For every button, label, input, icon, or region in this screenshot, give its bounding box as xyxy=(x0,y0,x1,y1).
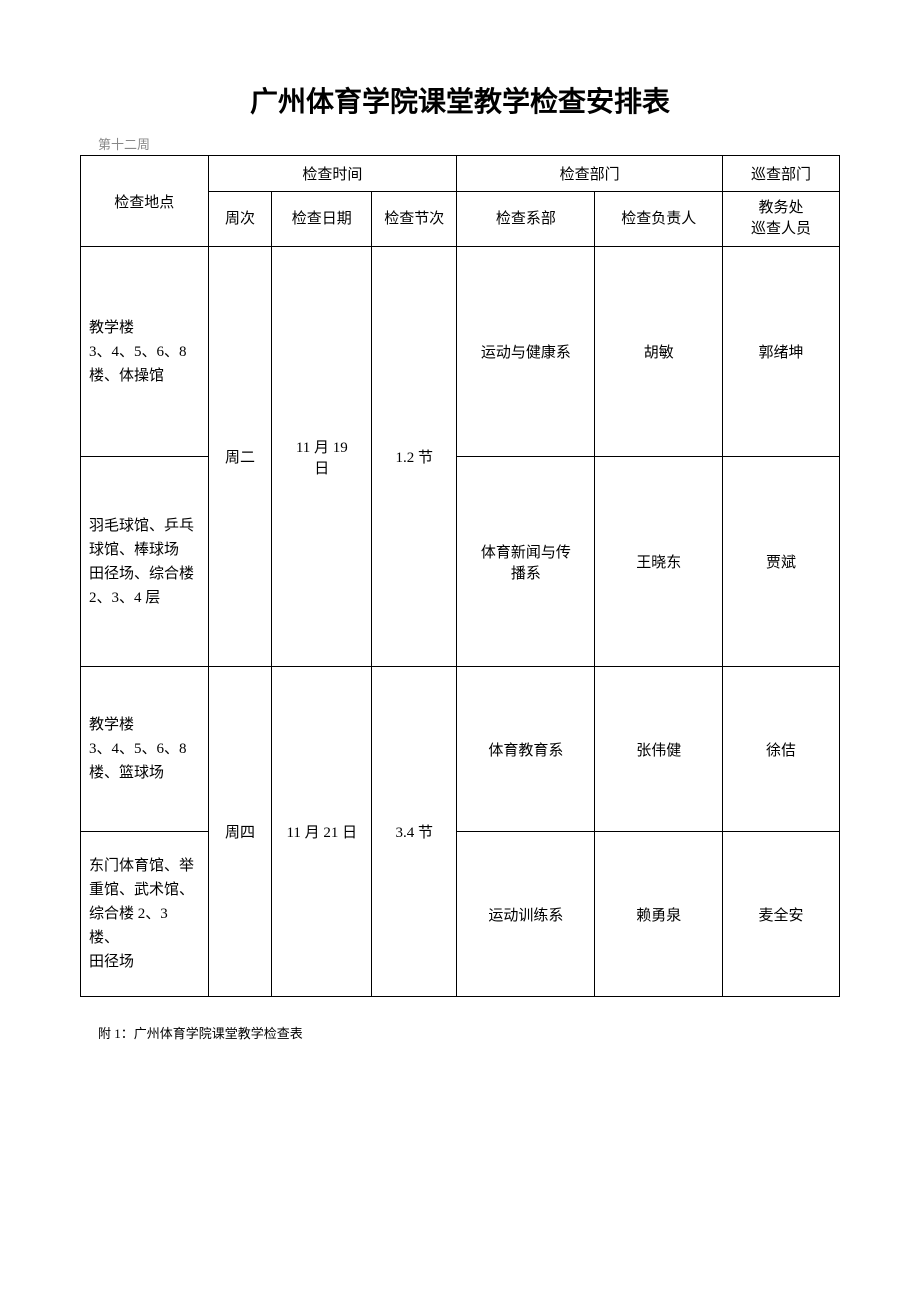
date-cell: 11 月 19 日 xyxy=(272,247,372,667)
period-cell: 1.2 节 xyxy=(372,247,457,667)
location-cell: 教学楼 3、4、5、6、8 楼、篮球场 xyxy=(81,667,209,832)
footnote: 附 1：广州体育学院课堂教学检查表 xyxy=(98,1023,840,1042)
header-patrol-person: 教务处 巡查人员 xyxy=(723,192,840,247)
dept-cell: 运动训练系 xyxy=(457,832,595,997)
header-week: 周次 xyxy=(208,192,272,247)
header-dept: 检查系部 xyxy=(457,192,595,247)
header-location: 检查地点 xyxy=(81,156,209,247)
schedule-table: 检查地点 检查时间 检查部门 巡查部门 周次 检查日期 检查节次 检查系部 检查… xyxy=(80,155,840,997)
person-cell: 王晓东 xyxy=(595,457,723,667)
week-subtitle: 第十二周 xyxy=(98,134,840,153)
header-time-group: 检查时间 xyxy=(208,156,457,192)
person-cell: 胡敏 xyxy=(595,247,723,457)
dept-cell: 体育新闻与传 播系 xyxy=(457,457,595,667)
patrol-cell: 麦全安 xyxy=(723,832,840,997)
location-cell: 教学楼 3、4、5、6、8 楼、体操馆 xyxy=(81,247,209,457)
header-period: 检查节次 xyxy=(372,192,457,247)
dept-cell: 体育教育系 xyxy=(457,667,595,832)
header-person: 检查负责人 xyxy=(595,192,723,247)
header-date: 检查日期 xyxy=(272,192,372,247)
dept-cell: 运动与健康系 xyxy=(457,247,595,457)
week-cell: 周二 xyxy=(208,247,272,667)
period-cell: 3.4 节 xyxy=(372,667,457,997)
header-patrol-group: 巡查部门 xyxy=(723,156,840,192)
date-cell: 11 月 21 日 xyxy=(272,667,372,997)
patrol-cell: 贾斌 xyxy=(723,457,840,667)
patrol-cell: 徐佶 xyxy=(723,667,840,832)
header-dept-group: 检查部门 xyxy=(457,156,723,192)
person-cell: 赖勇泉 xyxy=(595,832,723,997)
page-title: 广州体育学院课堂教学检查安排表 xyxy=(80,80,840,120)
week-cell: 周四 xyxy=(208,667,272,997)
location-cell: 羽毛球馆、乒乓 球馆、棒球场 田径场、综合楼 2、3、4 层 xyxy=(81,457,209,667)
person-cell: 张伟健 xyxy=(595,667,723,832)
patrol-cell: 郭绪坤 xyxy=(723,247,840,457)
location-cell: 东门体育馆、举 重馆、武术馆、 综合楼 2、3 楼、 田径场 xyxy=(81,832,209,997)
